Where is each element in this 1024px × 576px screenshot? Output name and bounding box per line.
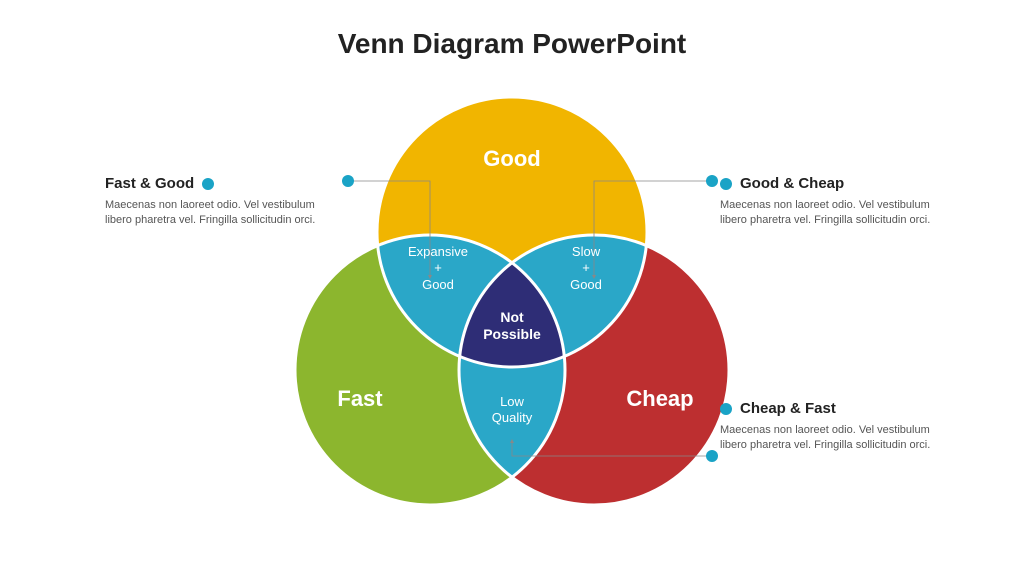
callout-title: Good & Cheap bbox=[740, 175, 844, 192]
callout-title: Cheap & Fast bbox=[740, 400, 836, 417]
dot-icon bbox=[720, 178, 732, 190]
label-slow-good: Slow + Good bbox=[536, 244, 636, 293]
callout-cheap-fast: Cheap & Fast Maecenas non laoreet odio. … bbox=[720, 400, 950, 453]
callout-title: Fast & Good bbox=[105, 175, 194, 192]
label-fast: Fast bbox=[290, 386, 430, 412]
label-low-quality: Low Quality bbox=[462, 394, 562, 427]
callout-body: Maecenas non laoreet odio. Vel vestibulu… bbox=[105, 198, 335, 228]
dot-icon bbox=[720, 403, 732, 415]
venn-diagram: Good Fast Cheap Expansive + Good Slow + … bbox=[0, 0, 1024, 576]
label-cheap: Cheap bbox=[590, 386, 730, 412]
callout-body: Maecenas non laoreet odio. Vel vestibulu… bbox=[720, 198, 950, 228]
label-not-possible: Not Possible bbox=[462, 309, 562, 343]
callout-good-cheap: Good & Cheap Maecenas non laoreet odio. … bbox=[720, 175, 950, 228]
label-good: Good bbox=[442, 146, 582, 172]
callout-fast-good: Fast & Good Maecenas non laoreet odio. V… bbox=[105, 175, 335, 228]
dot-icon bbox=[202, 178, 214, 190]
label-expansive-good: Expansive + Good bbox=[388, 244, 488, 293]
venn-svg bbox=[0, 0, 1024, 576]
callout-body: Maecenas non laoreet odio. Vel vestibulu… bbox=[720, 423, 950, 453]
